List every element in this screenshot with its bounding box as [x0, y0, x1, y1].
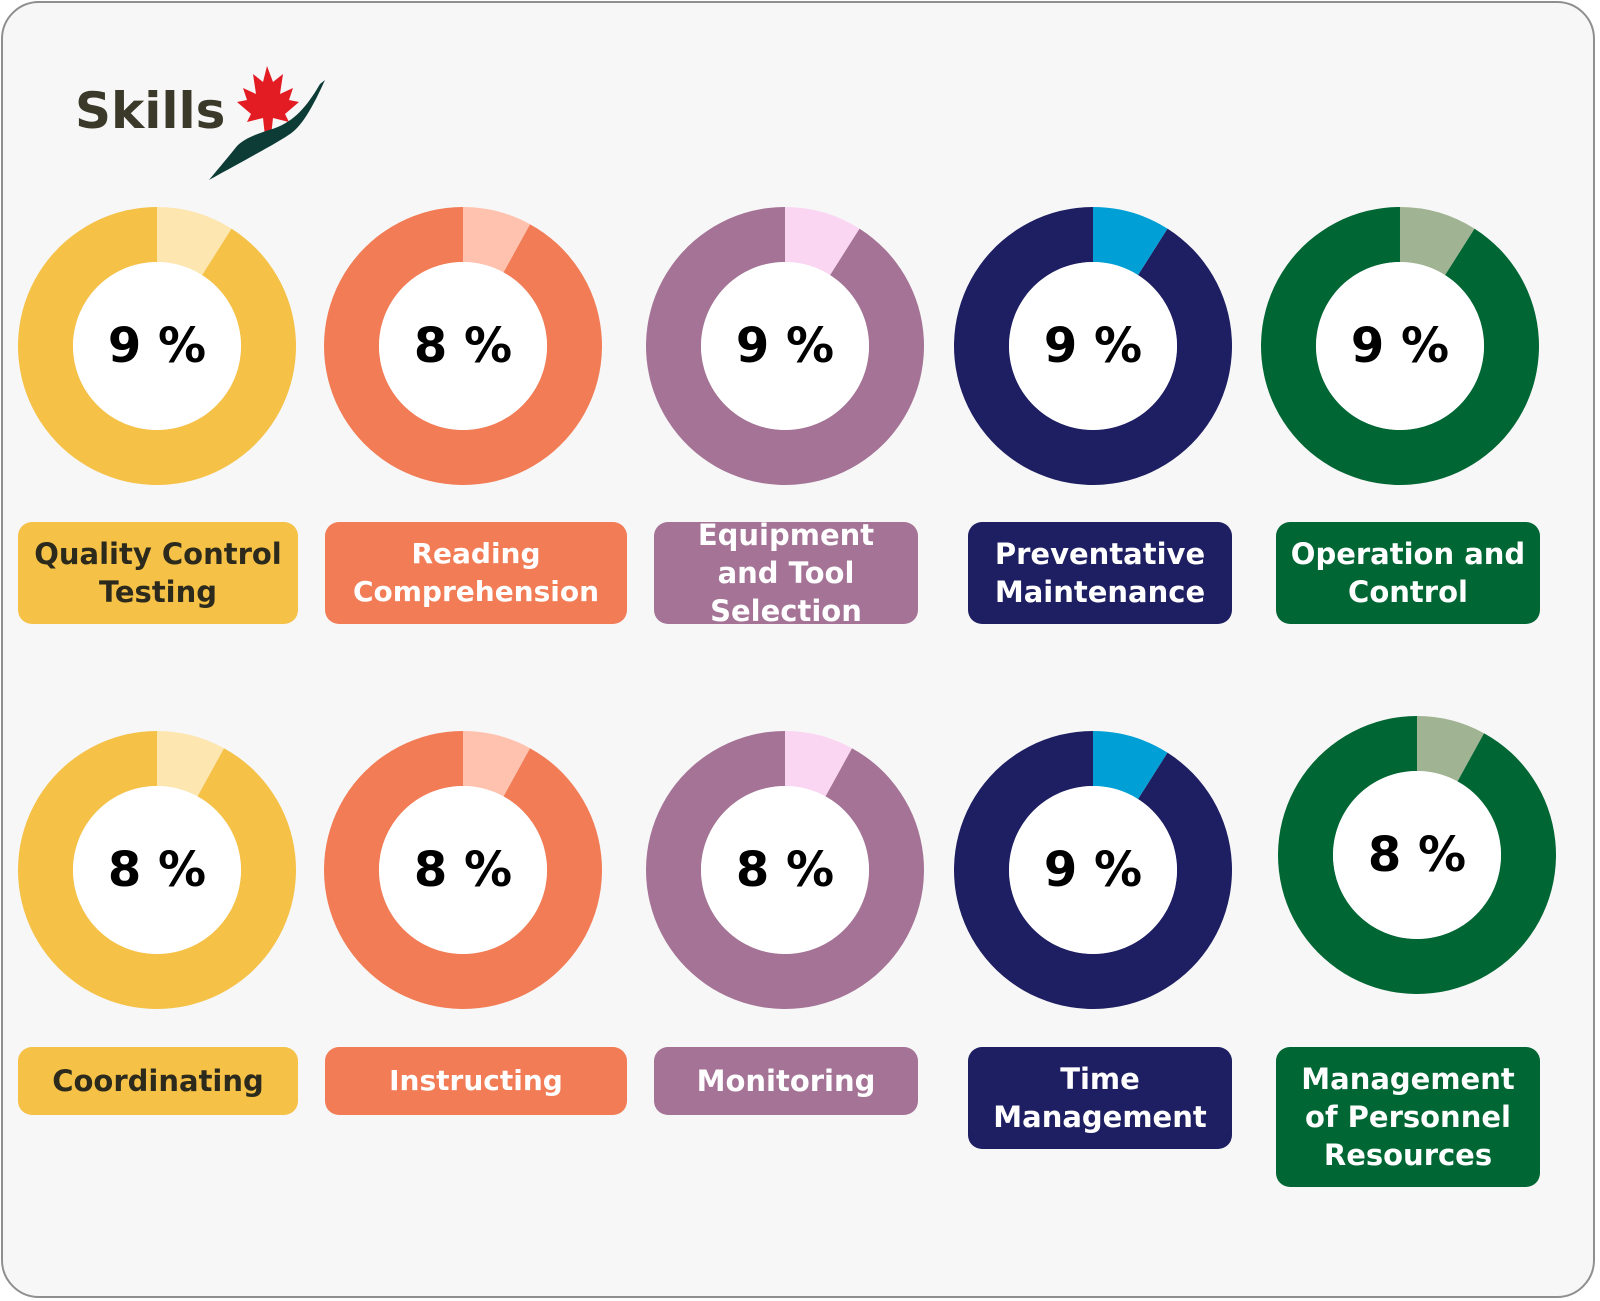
donut-hole [73, 262, 241, 430]
skill-label-quality-control-testing: Quality Control Testing [18, 522, 298, 624]
donut-hole [701, 262, 869, 430]
donut-time-management: 9 % [950, 727, 1236, 1013]
percentage-label: 8 % [735, 842, 835, 898]
donut-hole [379, 262, 547, 430]
percentage-label: 9 % [1350, 318, 1450, 374]
donut-remainder-slice [18, 207, 297, 485]
donut-hole [1333, 771, 1501, 939]
skill-label-monitoring: Monitoring [654, 1047, 918, 1115]
skill-label-management-of-personnel-resources: Management of Personnel Resources [1276, 1047, 1540, 1187]
donut-remainder-slice [954, 207, 1232, 485]
donut-remainder-slice [646, 207, 924, 485]
donut-value-slice [463, 207, 530, 273]
donut-management-of-personnel-resources: 8 % [1274, 712, 1560, 998]
donut-value-slice [463, 731, 530, 797]
donut-value-slice [785, 207, 860, 276]
donut-hole [1316, 262, 1484, 430]
donut-hole [1009, 786, 1177, 954]
donut-remainder-slice [1278, 716, 1556, 994]
donut-reading-comprehension: 8 % [320, 203, 606, 489]
donut-hole [701, 786, 869, 954]
donut-hole [73, 786, 241, 954]
brand-name: Skills [75, 82, 226, 140]
donut-hole [379, 786, 547, 954]
donut-value-slice [785, 731, 852, 797]
skill-label-coordinating: Coordinating [18, 1047, 298, 1115]
donut-remainder-slice [324, 731, 602, 1009]
donut-value-slice [157, 207, 232, 276]
donut-equipment-and-tool-selection: 9 % [642, 203, 928, 489]
skill-label-instructing: Instructing [325, 1047, 627, 1115]
percentage-label: 9 % [1043, 842, 1143, 898]
donut-value-slice [1093, 731, 1168, 800]
donut-remainder-slice [646, 731, 924, 1009]
percentage-label: 8 % [107, 842, 207, 898]
donut-value-slice [1400, 207, 1475, 276]
donut-monitoring: 8 % [642, 727, 928, 1013]
skill-label-equipment-and-tool-selection: Equipment and Tool Selection [654, 518, 918, 628]
percentage-label: 8 % [413, 318, 513, 374]
percentage-label: 9 % [735, 318, 835, 374]
donut-value-slice [1093, 207, 1168, 276]
donut-value-slice [157, 731, 224, 797]
donut-instructing: 8 % [320, 727, 606, 1013]
donut-operation-and-control: 9 % [1257, 203, 1543, 489]
donut-remainder-slice [324, 207, 602, 485]
skill-label-operation-and-control: Operation and Control [1276, 522, 1540, 624]
maple-leaf-checkmark-icon [209, 66, 325, 180]
donut-preventative-maintenance: 9 % [950, 203, 1236, 489]
donut-remainder-slice [1261, 207, 1539, 485]
donut-quality-control-testing: 9 % [14, 203, 300, 489]
donut-remainder-slice [18, 731, 296, 1009]
donut-coordinating: 8 % [14, 727, 300, 1013]
donut-remainder-slice [954, 731, 1232, 1009]
skill-label-time-management: Time Management [968, 1047, 1232, 1149]
donut-hole [1009, 262, 1177, 430]
skill-label-preventative-maintenance: Preventative Maintenance [968, 522, 1232, 624]
percentage-label: 9 % [1043, 318, 1143, 374]
donut-value-slice [1417, 716, 1484, 782]
percentage-label: 9 % [107, 318, 207, 374]
percentage-label: 8 % [1367, 827, 1467, 883]
skill-label-reading-comprehension: Reading Comprehension [325, 522, 627, 624]
percentage-label: 8 % [413, 842, 513, 898]
